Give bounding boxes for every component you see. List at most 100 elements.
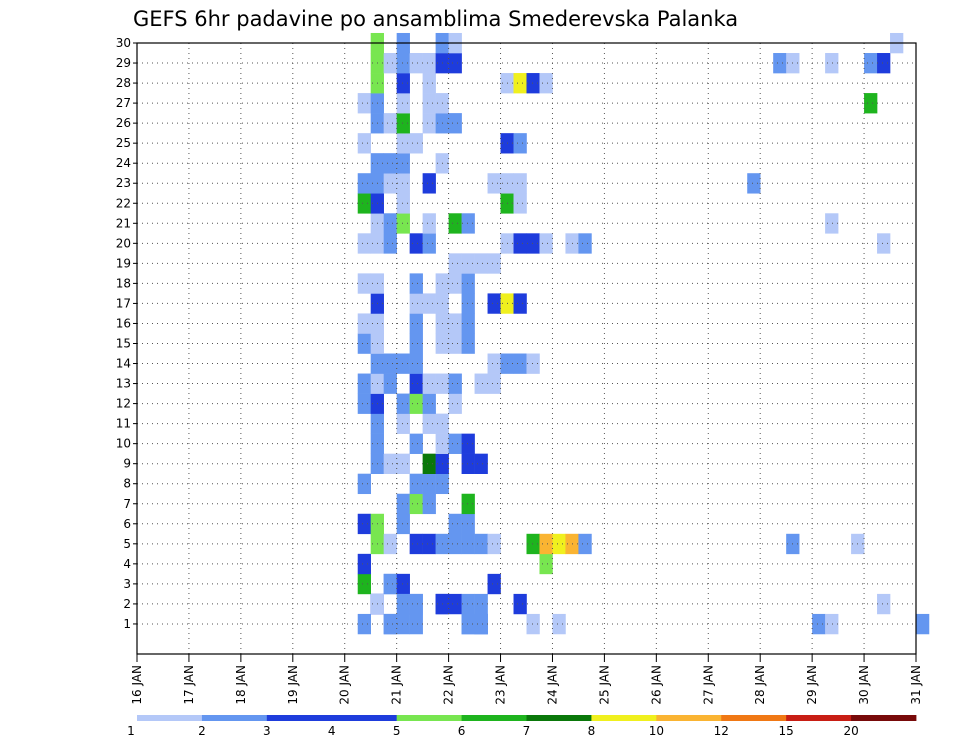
heatmap-cell (396, 73, 410, 94)
heatmap-cell (526, 533, 540, 555)
heatmap-cell (461, 433, 475, 454)
heatmap-cell (383, 153, 397, 174)
y-tick-label: 1 (123, 617, 131, 631)
colorbar-swatch (201, 715, 268, 721)
colorbar-swatch (591, 715, 657, 721)
colorbar-swatch (526, 715, 592, 721)
x-tick-label: 26 JAN (649, 665, 663, 705)
heatmap-cell (825, 53, 839, 74)
y-tick-label: 25 (116, 136, 131, 150)
heatmap-cell (448, 273, 462, 294)
heatmap-cell (513, 293, 527, 314)
heatmap-cell (409, 493, 423, 515)
y-tick-label: 19 (116, 256, 131, 270)
y-tick-label: 21 (116, 216, 131, 230)
colorbar-label: 5 (393, 724, 401, 738)
colorbar-swatch (266, 715, 333, 721)
heatmap-cell (448, 433, 462, 454)
heatmap-cells (357, 32, 930, 635)
heatmap-cell (396, 573, 410, 595)
heatmap-cell (422, 93, 436, 114)
y-tick-label: 15 (116, 336, 131, 350)
heatmap-cell (383, 233, 397, 254)
x-tick-label: 29 JAN (805, 665, 819, 705)
heatmap-cell (357, 573, 371, 595)
chart-title: GEFS 6hr padavine po ansamblima Smederev… (133, 7, 738, 31)
heatmap-cell (422, 453, 436, 474)
heatmap-cell (877, 53, 891, 74)
heatmap-cell (409, 393, 423, 414)
heatmap-cell (383, 53, 397, 74)
colorbar-label: 6 (458, 724, 466, 738)
heatmap-cell (422, 173, 436, 194)
heatmap-cell (461, 533, 475, 555)
y-tick-label: 2 (123, 597, 131, 611)
heatmap-cell (422, 213, 436, 234)
heatmap-cell (513, 73, 527, 94)
heatmap-cell (396, 213, 410, 234)
heatmap-cell (396, 353, 410, 374)
y-axis-ticks: 1234567891011121314151617181920212223242… (116, 36, 137, 631)
heatmap-cell (487, 293, 501, 314)
y-tick-label: 18 (116, 276, 131, 290)
heatmap-cell (357, 473, 371, 495)
x-tick-label: 22 JAN (442, 665, 456, 705)
heatmap-cell (487, 253, 501, 274)
heatmap-cell (357, 93, 371, 114)
heatmap-cell (396, 613, 410, 635)
heatmap-cell (383, 373, 397, 394)
heatmap-cell (461, 593, 475, 615)
heatmap-cell (409, 233, 423, 254)
heatmap-cell (448, 53, 462, 74)
y-tick-label: 22 (116, 196, 131, 210)
y-tick-label: 8 (123, 477, 131, 491)
heatmap-cell (461, 213, 475, 234)
x-tick-label: 18 JAN (234, 665, 248, 705)
heatmap-cell (383, 113, 397, 134)
heatmap-cell (422, 393, 436, 414)
heatmap-cell (396, 113, 410, 134)
colorbar-label: 15 (779, 724, 794, 738)
heatmap-cell (409, 613, 423, 635)
heatmap-cell (474, 253, 488, 274)
plot-frame (136, 42, 917, 655)
heatmap-cell (461, 253, 475, 274)
heatmap-cell (357, 373, 371, 394)
x-tick-label: 31 JAN (909, 665, 923, 705)
colorbar-swatch (396, 715, 462, 721)
heatmap-cell (487, 573, 501, 595)
heatmap-cell (409, 53, 423, 74)
heatmap-cell (383, 173, 397, 194)
y-tick-label: 30 (116, 36, 131, 50)
heatmap-cell (448, 253, 462, 274)
heatmap-cell (396, 593, 410, 615)
heatmap-cell (396, 133, 410, 154)
heatmap-cell (357, 513, 371, 535)
y-tick-label: 9 (123, 457, 131, 471)
x-tick-label: 17 JAN (182, 665, 196, 705)
heatmap-cell (461, 273, 475, 294)
heatmap-cell (448, 513, 462, 535)
colorbar-swatch (461, 715, 527, 721)
heatmap-cell (422, 233, 436, 254)
x-tick-label: 19 JAN (286, 665, 300, 705)
y-tick-label: 10 (116, 437, 131, 451)
heatmap-cell (916, 613, 930, 635)
x-axis-ticks: 16 JAN 17 JAN 18 JAN 19 JAN 20 JAN 21 JAN 22 J… (130, 654, 923, 705)
heatmap-cell (461, 513, 475, 535)
heatmap-cell (422, 473, 436, 495)
heatmap-cell (513, 193, 527, 214)
colorbar-label: 3 (263, 724, 271, 738)
heatmap-cell (396, 493, 410, 515)
heatmap-cell (357, 193, 371, 214)
heatmap-cell (526, 613, 540, 635)
y-tick-label: 13 (116, 377, 131, 391)
heatmap-cell (812, 613, 826, 635)
heatmap-cell (773, 53, 787, 74)
heatmap-cell (409, 333, 423, 354)
heatmap-cell (825, 213, 839, 234)
heatmap-cell (474, 533, 488, 555)
x-tick-label: 23 JAN (494, 665, 508, 705)
heatmap-cell (487, 353, 501, 374)
